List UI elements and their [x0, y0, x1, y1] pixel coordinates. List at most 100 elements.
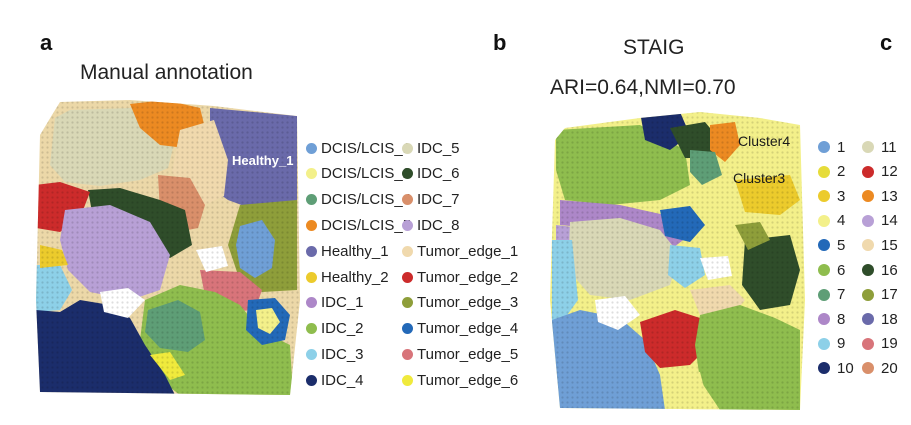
legend-swatch	[818, 337, 830, 350]
legend-swatch	[818, 190, 830, 203]
legend-a-item: DCIS/LCIS_5	[306, 215, 411, 235]
legend-label: 8	[837, 310, 846, 328]
legend-label: DCIS/LCIS_4	[321, 191, 412, 209]
legend-a-item: IDC_8	[402, 215, 460, 235]
legend-label: 5	[837, 236, 846, 254]
panel-letter-a: a	[40, 30, 53, 55]
legend-label: 12	[881, 163, 898, 181]
legend-swatch	[306, 323, 317, 335]
legend-swatch	[818, 288, 830, 301]
legend-label: 20	[881, 359, 898, 377]
legend-swatch	[862, 264, 874, 276]
panel-letter-b: b	[493, 30, 507, 55]
legend-a-item: Tumor_edge_1	[402, 241, 518, 261]
legend-c-item: 12	[862, 162, 898, 182]
legend-label: 1	[837, 138, 846, 156]
legend-swatch	[306, 219, 317, 231]
legend-label: Tumor_edge_5	[417, 345, 519, 363]
legend-swatch	[818, 313, 830, 326]
legend-label: IDC_1	[321, 294, 364, 312]
legend-label: 2	[837, 163, 846, 181]
legend-label: 13	[881, 187, 898, 205]
legend-a-item: Tumor_edge_2	[402, 267, 518, 287]
legend-a-item: Healthy_2	[306, 267, 389, 287]
legend-c-item: 18	[862, 309, 898, 329]
legend-c-item: 4	[818, 211, 845, 231]
map-label-cluster4: Cluster4	[738, 133, 790, 149]
legend-label: 4	[837, 212, 846, 230]
legend-c-item: 5	[818, 235, 845, 255]
legend-swatch	[818, 239, 830, 252]
legend-swatch	[306, 374, 317, 386]
legend-label: 15	[881, 236, 898, 254]
legend-label: 6	[837, 261, 846, 279]
legend-a-item: IDC_1	[306, 293, 364, 313]
map-label-healthy-1: Healthy_1	[232, 153, 293, 168]
legend-c-item: 13	[862, 186, 898, 206]
legend-swatch	[862, 141, 874, 153]
legend-label: 7	[837, 286, 846, 304]
legend-label: IDC_2	[321, 320, 364, 338]
legend-swatch	[818, 264, 830, 276]
legend-swatch	[402, 271, 413, 283]
legend-swatch	[818, 165, 830, 178]
legend-a-item: IDC_4	[306, 370, 364, 390]
legend-swatch	[402, 374, 413, 386]
legend-swatch	[862, 239, 874, 252]
legend-swatch	[818, 141, 830, 153]
legend-label: 11	[881, 138, 897, 156]
legend-swatch	[306, 271, 317, 283]
legend-a-item: IDC_6	[402, 164, 460, 184]
legend-a-item: IDC_3	[306, 344, 364, 364]
legend-swatch	[862, 313, 874, 326]
legend-a-item: IDC_7	[402, 190, 460, 210]
legend-label: DCIS/LCIS_2	[321, 165, 412, 183]
legend-c-item: 6	[818, 260, 845, 280]
legend-a-item: Healthy_1	[306, 241, 389, 261]
legend-label: 3	[837, 187, 846, 205]
legend-c-item: 20	[862, 358, 898, 378]
legend-label: DCIS/LCIS_5	[321, 216, 412, 234]
legend-label: Tumor_edge_4	[417, 320, 519, 338]
legend-label: IDC_5	[417, 139, 460, 157]
legend-swatch	[306, 168, 317, 180]
legend-swatch	[402, 348, 413, 360]
legend-c-item: 3	[818, 186, 845, 206]
legend-swatch	[862, 190, 874, 203]
legend-swatch	[862, 362, 874, 375]
legend-label: IDC_6	[417, 165, 460, 183]
legend-swatch	[402, 142, 413, 154]
legend-swatch	[402, 323, 413, 335]
legend-swatch	[402, 245, 413, 257]
legend-c-item: 10	[818, 358, 854, 378]
panel-a-title: Manual annotation	[80, 61, 253, 84]
legend-a-item: IDC_5	[402, 138, 460, 158]
legend-swatch	[306, 194, 317, 206]
legend-a-item: Tumor_edge_6	[402, 370, 518, 390]
legend-c-item: 1	[818, 137, 845, 157]
legend-c-item: 17	[862, 285, 898, 305]
legend-a-item: DCIS/LCIS_2	[306, 164, 411, 184]
legend-swatch	[306, 297, 317, 309]
legend-a-item: Tumor_edge_4	[402, 319, 518, 339]
legend-label: IDC_7	[417, 191, 460, 209]
legend-swatch	[306, 142, 317, 154]
legend-label: 10	[837, 359, 854, 377]
legend-label: Tumor_edge_3	[417, 294, 519, 312]
legend-swatch	[402, 168, 413, 180]
legend-label: IDC_4	[321, 371, 364, 389]
legend-label: 17	[881, 286, 898, 304]
legend-c-item: 15	[862, 235, 898, 255]
legend-label: Tumor_edge_1	[417, 242, 519, 260]
legend-a-item: Tumor_edge_5	[402, 344, 518, 364]
legend-swatch	[306, 245, 317, 257]
legend-c-item: 14	[862, 211, 898, 231]
panel-b-metrics: ARI=0.64,NMI=0.70	[550, 76, 736, 99]
legend-a-item: IDC_2	[306, 319, 364, 339]
legend-swatch	[862, 288, 874, 301]
legend-label: Healthy_1	[321, 242, 389, 260]
legend-c-item: 11	[862, 137, 897, 157]
legend-c-item: 16	[862, 260, 898, 280]
legend-label: 18	[881, 310, 898, 328]
